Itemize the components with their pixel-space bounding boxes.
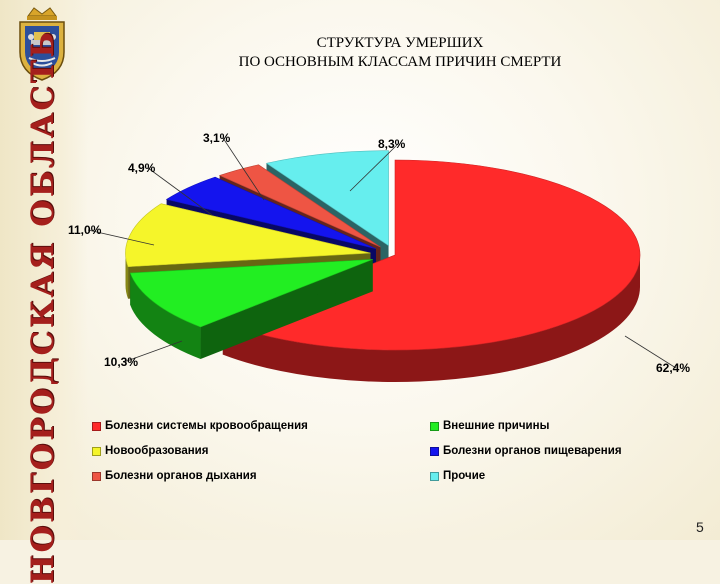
title-line-1: СТРУКТУРА УМЕРШИХ (316, 35, 484, 51)
side-band (0, 0, 88, 540)
legend-label: Болезни органов дыхания (105, 470, 257, 482)
leader-line-1 (624, 335, 677, 369)
chart-legend: Болезни системы кровообращения Внешние пр… (92, 420, 702, 482)
legend-item-3: Новообразования (92, 445, 430, 457)
legend-label: Новообразования (105, 445, 209, 457)
leader-line-6 (349, 143, 399, 192)
legend-item-6: Прочие (430, 470, 702, 482)
legend-swatch (430, 446, 439, 456)
legend-label: Болезни органов пищеварения (443, 445, 622, 457)
data-label-6: 8,3% (378, 137, 406, 151)
legend-swatch (92, 421, 101, 431)
legend-item-5: Болезни органов дыхания (92, 470, 430, 482)
legend-item-4: Болезни органов пищеварения (430, 445, 702, 457)
leader-line-4 (147, 167, 213, 216)
legend-swatch (430, 471, 439, 481)
legend-swatch (92, 446, 101, 456)
page-number: 5 (696, 519, 704, 535)
legend-label: Прочие (443, 470, 486, 482)
data-label-5: 3,1% (203, 131, 231, 145)
legend-label: Болезни системы кровообращения (105, 420, 308, 432)
legend-swatch (430, 421, 439, 431)
legend-label: Внешние причины (443, 420, 550, 432)
legend-item-2: Внешние причины (430, 420, 702, 432)
title-line-2: ПО ОСНОВНЫМ КЛАССАМ ПРИЧИН СМЕРТИ (238, 54, 562, 70)
data-label-4: 4,9% (128, 161, 156, 175)
data-label-2: 10,3% (104, 355, 138, 369)
legend-item-1: Болезни системы кровообращения (92, 420, 430, 432)
data-label-3: 11,0% (68, 223, 102, 237)
page-title: СТРУКТУРА УМЕРШИХ ПО ОСНОВНЫМ КЛАССАМ ПР… (150, 34, 650, 72)
data-label-1: 62,4% (656, 361, 690, 375)
legend-swatch (92, 471, 101, 481)
leader-line-3 (87, 229, 155, 246)
coat-of-arms-icon (19, 7, 65, 81)
pie-slice-2 (129, 259, 373, 359)
leader-line-2 (123, 340, 183, 363)
leader-line-5 (222, 137, 265, 201)
pie-chart: 62,4% 10,3% 11,0% 4,9% 3,1% 8,3% (68, 131, 690, 382)
